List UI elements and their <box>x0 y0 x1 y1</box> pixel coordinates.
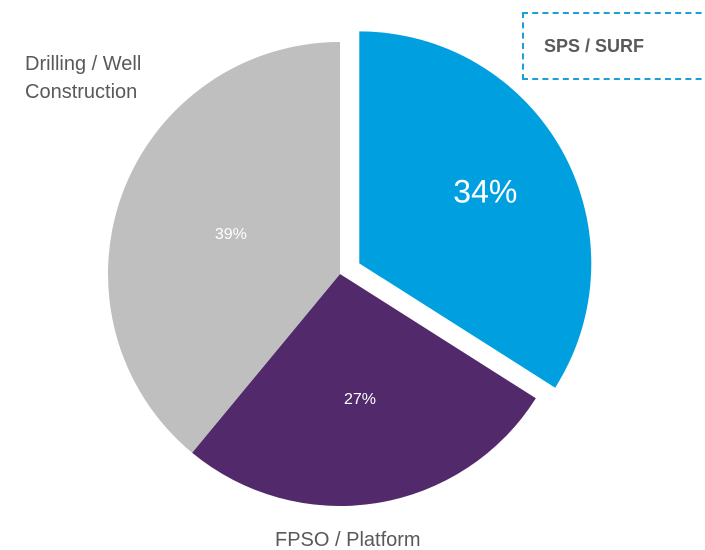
value-label: 27% <box>344 391 376 408</box>
value-label: 34% <box>453 174 517 210</box>
category-label: FPSO / Platform <box>275 529 421 550</box>
category-label: SPS / SURF <box>522 12 705 80</box>
value-label: 39% <box>215 226 247 243</box>
category-label: Drilling / Well Construction <box>25 53 142 103</box>
pie-slice <box>108 42 340 453</box>
pie-slice <box>192 274 536 506</box>
pie-slice <box>359 31 592 388</box>
